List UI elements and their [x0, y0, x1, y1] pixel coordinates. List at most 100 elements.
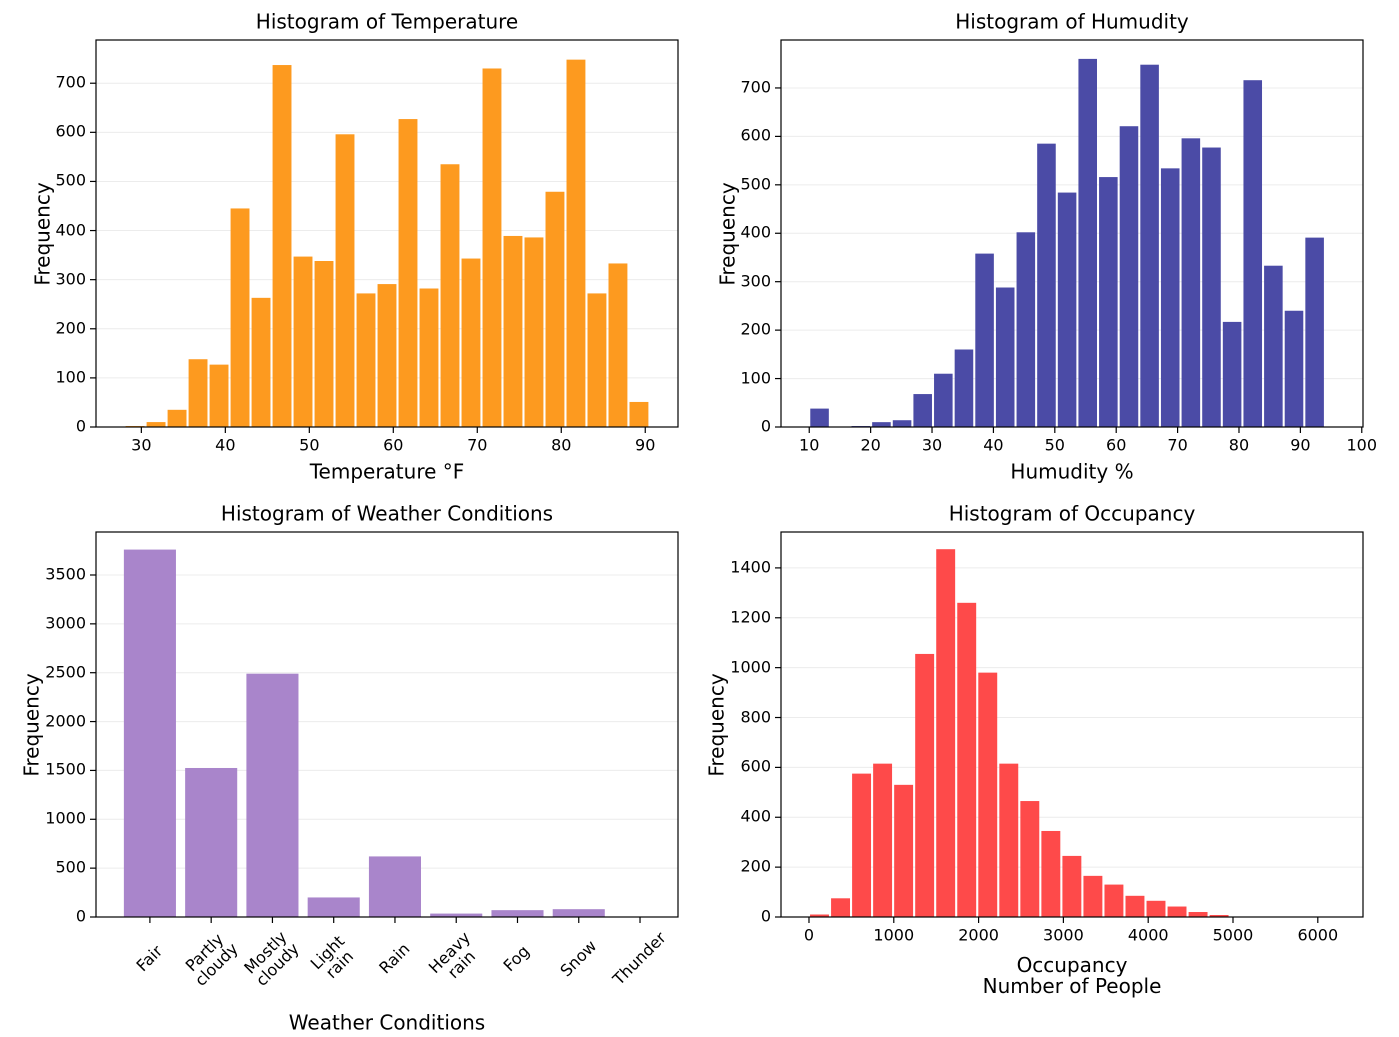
chart-title: Histogram of Humudity: [955, 9, 1189, 34]
x-tick-label: 0: [803, 925, 815, 945]
y-tick-label: 3500: [45, 564, 86, 584]
x-tick-label: 40: [215, 435, 236, 455]
bar: [251, 297, 271, 427]
bar: [1057, 192, 1077, 427]
bar: [419, 288, 439, 427]
bar: [368, 856, 422, 917]
x-tick-label: 10: [799, 435, 820, 455]
bar: [482, 68, 502, 427]
y-tick-label: 400: [55, 220, 86, 240]
x-tick-label: 1000: [873, 925, 915, 945]
y-tick-label: 0: [760, 416, 771, 436]
y-tick-label: 200: [55, 318, 86, 338]
bar: [398, 119, 418, 427]
y-tick-label: 600: [740, 756, 771, 776]
x-tick-label: 30: [131, 435, 152, 455]
bar: [230, 208, 250, 427]
x-tick-label: 60: [383, 435, 404, 455]
bar: [915, 653, 935, 917]
y-tick-label: 300: [55, 269, 86, 289]
chart-title: Histogram of Weather Conditions: [220, 501, 554, 526]
bar: [892, 420, 912, 427]
bar: [167, 409, 187, 427]
bar: [552, 909, 605, 917]
y-tick-label: 600: [740, 125, 771, 145]
x-tick-label: 40: [983, 435, 1004, 455]
x-tick-label: 50: [1044, 435, 1065, 455]
y-axis-label: Frequency: [30, 181, 55, 286]
chart-title: Histogram of Occupancy: [948, 501, 1196, 526]
bar: [978, 672, 998, 917]
y-tick-label: 800: [740, 707, 771, 727]
y-tick-label: 1000: [730, 657, 771, 677]
bar: [503, 235, 523, 427]
bar: [1264, 265, 1283, 427]
bar: [852, 773, 872, 917]
axes-frame: [780, 39, 1364, 428]
x-tick-label: 80: [1228, 435, 1250, 455]
bar: [872, 422, 891, 427]
y-tick-label: 400: [740, 806, 771, 826]
bar: [1284, 310, 1304, 427]
bar: [146, 422, 166, 427]
y-tick-label: 700: [55, 72, 86, 92]
bar: [1146, 900, 1166, 917]
x-tick-label: 60: [1106, 435, 1127, 455]
y-tick-label: 0: [75, 906, 86, 926]
bar: [209, 364, 229, 427]
bar: [873, 763, 893, 917]
y-tick-label: 700: [740, 77, 771, 97]
bar: [1140, 64, 1159, 428]
bar: [936, 549, 956, 917]
bar: [188, 359, 208, 427]
x-tick-label: 90: [1290, 435, 1311, 455]
bar: [293, 256, 313, 427]
bar: [1125, 895, 1145, 917]
x-tick-label: 4000: [1127, 925, 1169, 945]
y-axis-label: Frequency: [715, 181, 740, 286]
y-tick-label: 2500: [45, 662, 86, 682]
bar: [810, 914, 829, 917]
x-tick-label: 70: [467, 435, 488, 455]
bar: [524, 237, 544, 427]
x-tick-label: 2000: [958, 925, 999, 945]
axes-frame: [780, 531, 1364, 918]
y-tick-label: 100: [55, 367, 86, 387]
bar: [1078, 58, 1097, 427]
x-axis-label: Occupancy Number of People: [982, 953, 1162, 998]
bar: [356, 293, 376, 427]
y-tick-label: 3000: [45, 613, 86, 633]
x-tick-label: 80: [551, 435, 572, 455]
bar: [995, 287, 1015, 427]
bar: [430, 913, 483, 917]
x-tick-label: 50: [299, 435, 320, 455]
bar: [1119, 126, 1139, 427]
bar: [1104, 884, 1124, 917]
bar: [1062, 855, 1082, 917]
bar: [1016, 232, 1036, 427]
bar: [894, 784, 914, 917]
bar: [272, 65, 292, 428]
x-axis-label: Humudity %: [1010, 459, 1134, 484]
x-tick-label: 70: [1167, 435, 1188, 455]
y-tick-label: 0: [75, 416, 86, 436]
bar: [999, 763, 1019, 917]
y-tick-label: 500: [55, 857, 86, 877]
bar: [461, 258, 481, 427]
bar: [335, 134, 355, 427]
axes-frame: [95, 531, 679, 918]
y-tick-label: 1200: [730, 607, 771, 627]
y-tick-label: 200: [740, 319, 771, 339]
bar: [1243, 80, 1263, 427]
y-tick-label: 200: [740, 856, 771, 876]
y-axis-label: Frequency: [19, 672, 44, 777]
y-tick-label: 100: [740, 368, 771, 388]
y-tick-label: 0: [760, 906, 771, 926]
x-tick-label: 100: [1346, 435, 1378, 455]
bar: [1041, 830, 1061, 917]
x-tick-label: 6000: [1297, 925, 1339, 945]
y-tick-label: 300: [740, 271, 771, 291]
y-tick-label: 500: [55, 171, 86, 191]
